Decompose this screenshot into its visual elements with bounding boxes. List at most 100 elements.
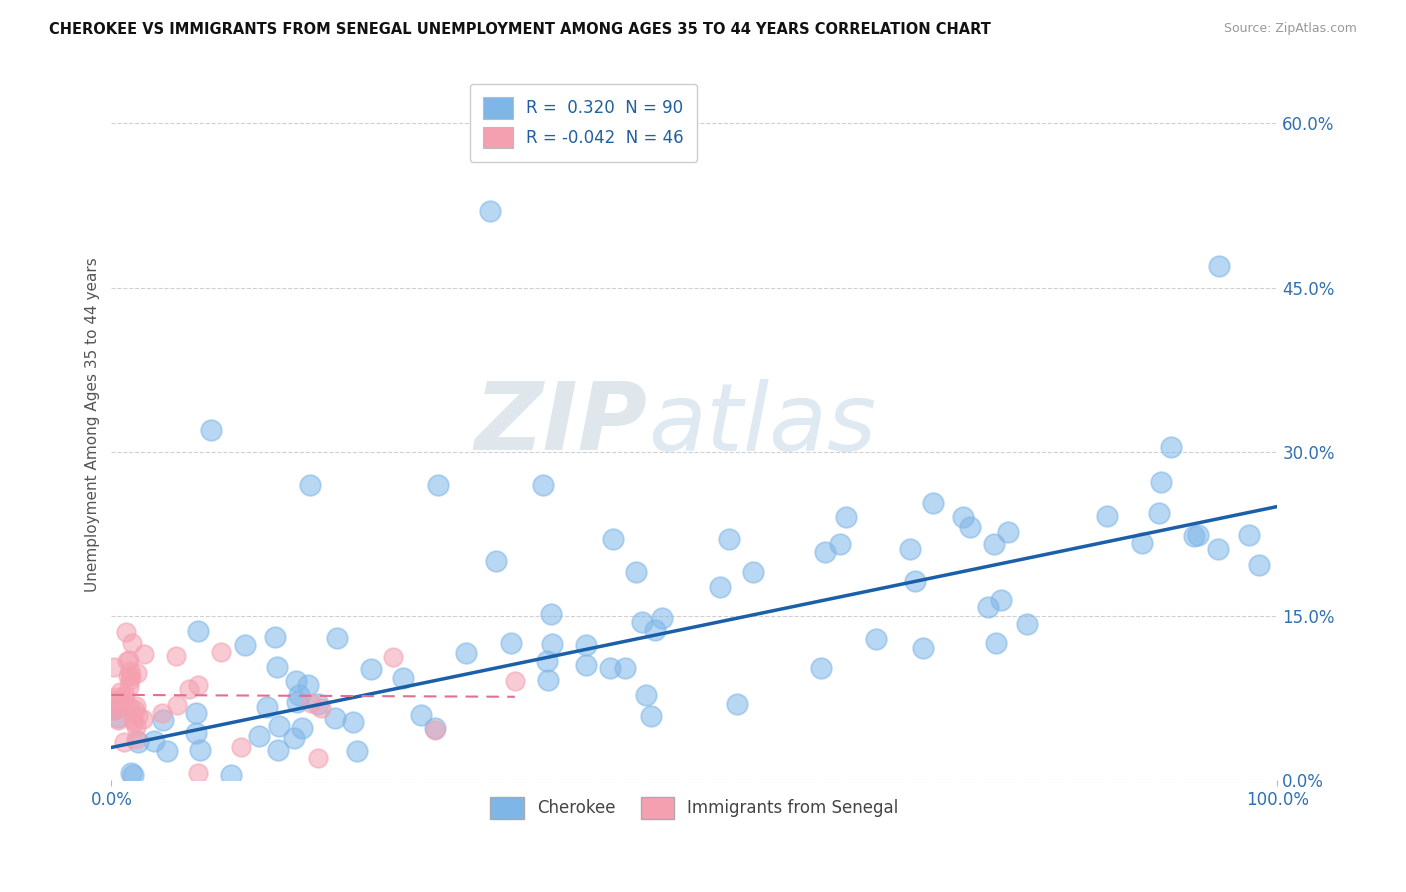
Point — [454, 646, 477, 660]
Point — [922, 495, 945, 509]
Point — [813, 545, 835, 559]
Point — [540, 607, 562, 622]
Point — [127, 665, 149, 680]
Point — [984, 636, 1007, 650]
Point — [114, 688, 136, 702]
Point — [165, 649, 187, 664]
Point — [115, 624, 138, 639]
Point — [1206, 542, 1229, 557]
Point — [1130, 536, 1153, 550]
Point — [125, 720, 148, 734]
Point — [997, 524, 1019, 539]
Point — [425, 721, 447, 735]
Point — [187, 766, 209, 780]
Point — [709, 581, 731, 595]
Point — [108, 684, 131, 698]
Point — [983, 537, 1005, 551]
Point — [115, 654, 138, 668]
Point — [644, 623, 666, 637]
Point — [636, 689, 658, 703]
Point — [104, 690, 127, 704]
Point — [599, 660, 621, 674]
Point — [120, 664, 142, 678]
Point — [1237, 528, 1260, 542]
Point — [284, 674, 307, 689]
Point — [142, 734, 165, 748]
Point — [288, 689, 311, 703]
Point — [311, 701, 333, 715]
Point — [124, 703, 146, 717]
Point — [166, 698, 188, 712]
Point — [392, 671, 415, 685]
Point — [630, 615, 652, 629]
Point — [741, 566, 763, 580]
Point — [233, 638, 256, 652]
Point — [977, 600, 1000, 615]
Point — [187, 678, 209, 692]
Point — [537, 673, 560, 687]
Point — [219, 768, 242, 782]
Point — [575, 639, 598, 653]
Point — [229, 739, 252, 754]
Point — [952, 510, 974, 524]
Point — [200, 423, 222, 437]
Point — [103, 693, 125, 707]
Point — [308, 750, 330, 764]
Point — [186, 726, 208, 740]
Point — [499, 636, 522, 650]
Point — [575, 658, 598, 673]
Text: Source: ZipAtlas.com: Source: ZipAtlas.com — [1223, 22, 1357, 36]
Point — [346, 744, 368, 758]
Point — [651, 611, 673, 625]
Point — [266, 660, 288, 674]
Point — [150, 706, 173, 720]
Point — [118, 700, 141, 714]
Point — [959, 520, 981, 534]
Point — [725, 697, 748, 711]
Point — [718, 533, 741, 547]
Point — [120, 765, 142, 780]
Point — [1208, 259, 1230, 273]
Point — [121, 636, 143, 650]
Point — [283, 731, 305, 745]
Point — [209, 645, 232, 659]
Point — [134, 647, 156, 661]
Point — [536, 654, 558, 668]
Point — [503, 674, 526, 689]
Point — [1149, 506, 1171, 520]
Point — [125, 731, 148, 746]
Point — [1247, 558, 1270, 572]
Point — [118, 680, 141, 694]
Point — [267, 743, 290, 757]
Point — [865, 632, 887, 646]
Y-axis label: Unemployment Among Ages 35 to 44 years: Unemployment Among Ages 35 to 44 years — [86, 257, 100, 591]
Point — [152, 714, 174, 728]
Point — [613, 661, 636, 675]
Point — [828, 537, 851, 551]
Point — [898, 542, 921, 557]
Point — [624, 566, 647, 580]
Point — [108, 700, 131, 714]
Point — [103, 702, 125, 716]
Point — [342, 715, 364, 730]
Point — [1160, 440, 1182, 454]
Point — [298, 477, 321, 491]
Point — [326, 632, 349, 646]
Text: ZIP: ZIP — [475, 378, 648, 470]
Point — [904, 574, 927, 588]
Point — [307, 697, 329, 711]
Point — [297, 678, 319, 692]
Point — [132, 712, 155, 726]
Point — [118, 653, 141, 667]
Point — [256, 700, 278, 714]
Point — [287, 695, 309, 709]
Point — [299, 696, 322, 710]
Point — [188, 743, 211, 757]
Point — [267, 718, 290, 732]
Text: CHEROKEE VS IMMIGRANTS FROM SENEGAL UNEMPLOYMENT AMONG AGES 35 TO 44 YEARS CORRE: CHEROKEE VS IMMIGRANTS FROM SENEGAL UNEM… — [49, 22, 991, 37]
Point — [602, 533, 624, 547]
Point — [1095, 509, 1118, 524]
Point — [110, 696, 132, 710]
Point — [103, 660, 125, 674]
Point — [425, 723, 447, 737]
